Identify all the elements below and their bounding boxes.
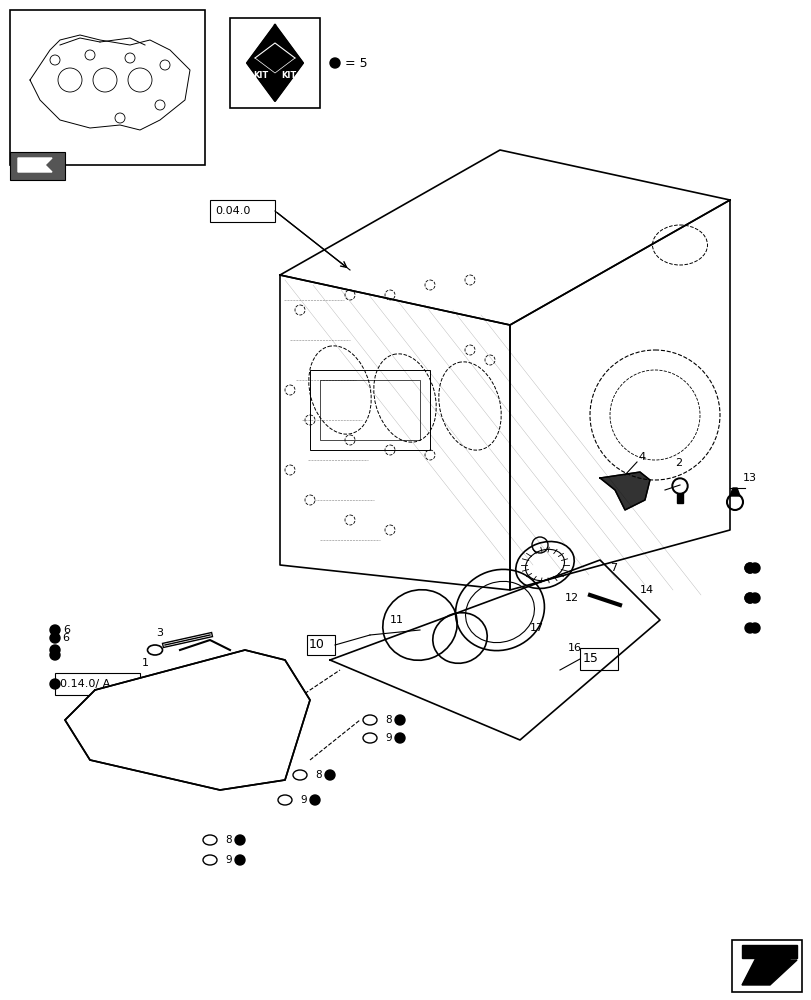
Polygon shape <box>741 945 796 958</box>
Text: 9: 9 <box>299 795 307 805</box>
Circle shape <box>744 593 754 603</box>
Circle shape <box>744 563 754 573</box>
Text: 16: 16 <box>568 643 581 653</box>
Circle shape <box>329 58 340 68</box>
Bar <box>55 673 139 695</box>
Text: 1: 1 <box>141 658 148 668</box>
Text: 4: 4 <box>637 452 644 462</box>
Text: 0.04.0: 0.04.0 <box>215 206 250 216</box>
Bar <box>307 635 335 655</box>
Circle shape <box>50 645 60 655</box>
Circle shape <box>672 478 687 494</box>
Text: 8: 8 <box>225 835 231 845</box>
Ellipse shape <box>293 770 307 780</box>
Circle shape <box>744 623 754 633</box>
Text: 3: 3 <box>157 628 163 638</box>
Bar <box>230 18 320 108</box>
Bar <box>210 200 275 222</box>
Bar <box>10 10 204 165</box>
Text: 15: 15 <box>582 652 599 666</box>
Text: 0.14.0/ A: 0.14.0/ A <box>60 679 110 689</box>
Circle shape <box>749 563 759 573</box>
Polygon shape <box>18 158 52 172</box>
Text: 13: 13 <box>742 473 756 483</box>
Text: 12: 12 <box>564 593 578 603</box>
Text: 2: 2 <box>674 458 681 468</box>
Polygon shape <box>65 650 310 790</box>
Circle shape <box>50 633 60 643</box>
Text: 11: 11 <box>389 615 404 625</box>
Bar <box>579 648 617 670</box>
Circle shape <box>749 593 759 603</box>
Text: 17: 17 <box>530 623 543 633</box>
Ellipse shape <box>203 835 217 845</box>
Circle shape <box>749 623 759 633</box>
Polygon shape <box>247 25 303 101</box>
Bar <box>10 152 65 180</box>
Text: = 5: = 5 <box>345 57 367 70</box>
Text: 6: 6 <box>62 633 69 643</box>
Text: 7: 7 <box>609 563 616 573</box>
Circle shape <box>394 715 405 725</box>
Bar <box>320 380 419 440</box>
Polygon shape <box>599 472 649 510</box>
Circle shape <box>324 770 335 780</box>
Ellipse shape <box>203 855 217 865</box>
Bar <box>310 370 430 450</box>
Text: 9: 9 <box>225 855 231 865</box>
Circle shape <box>50 625 60 635</box>
Text: 8: 8 <box>315 770 321 780</box>
Ellipse shape <box>363 715 376 725</box>
Text: 8: 8 <box>384 715 391 725</box>
Circle shape <box>744 593 754 603</box>
Polygon shape <box>676 486 682 503</box>
Text: KIT: KIT <box>281 71 296 80</box>
Text: KIT: KIT <box>253 71 268 80</box>
Circle shape <box>744 563 754 573</box>
Circle shape <box>310 795 320 805</box>
Circle shape <box>394 733 405 743</box>
Polygon shape <box>741 950 796 985</box>
Text: 10: 10 <box>309 639 324 652</box>
Ellipse shape <box>148 645 162 655</box>
Circle shape <box>673 480 685 492</box>
Circle shape <box>50 679 60 689</box>
Ellipse shape <box>363 733 376 743</box>
Polygon shape <box>729 488 739 496</box>
Circle shape <box>234 835 245 845</box>
Ellipse shape <box>277 795 292 805</box>
Bar <box>731 940 801 992</box>
Circle shape <box>234 855 245 865</box>
Circle shape <box>50 650 60 660</box>
Text: 9: 9 <box>384 733 391 743</box>
Text: 6: 6 <box>63 625 70 635</box>
Text: 14: 14 <box>639 585 654 595</box>
